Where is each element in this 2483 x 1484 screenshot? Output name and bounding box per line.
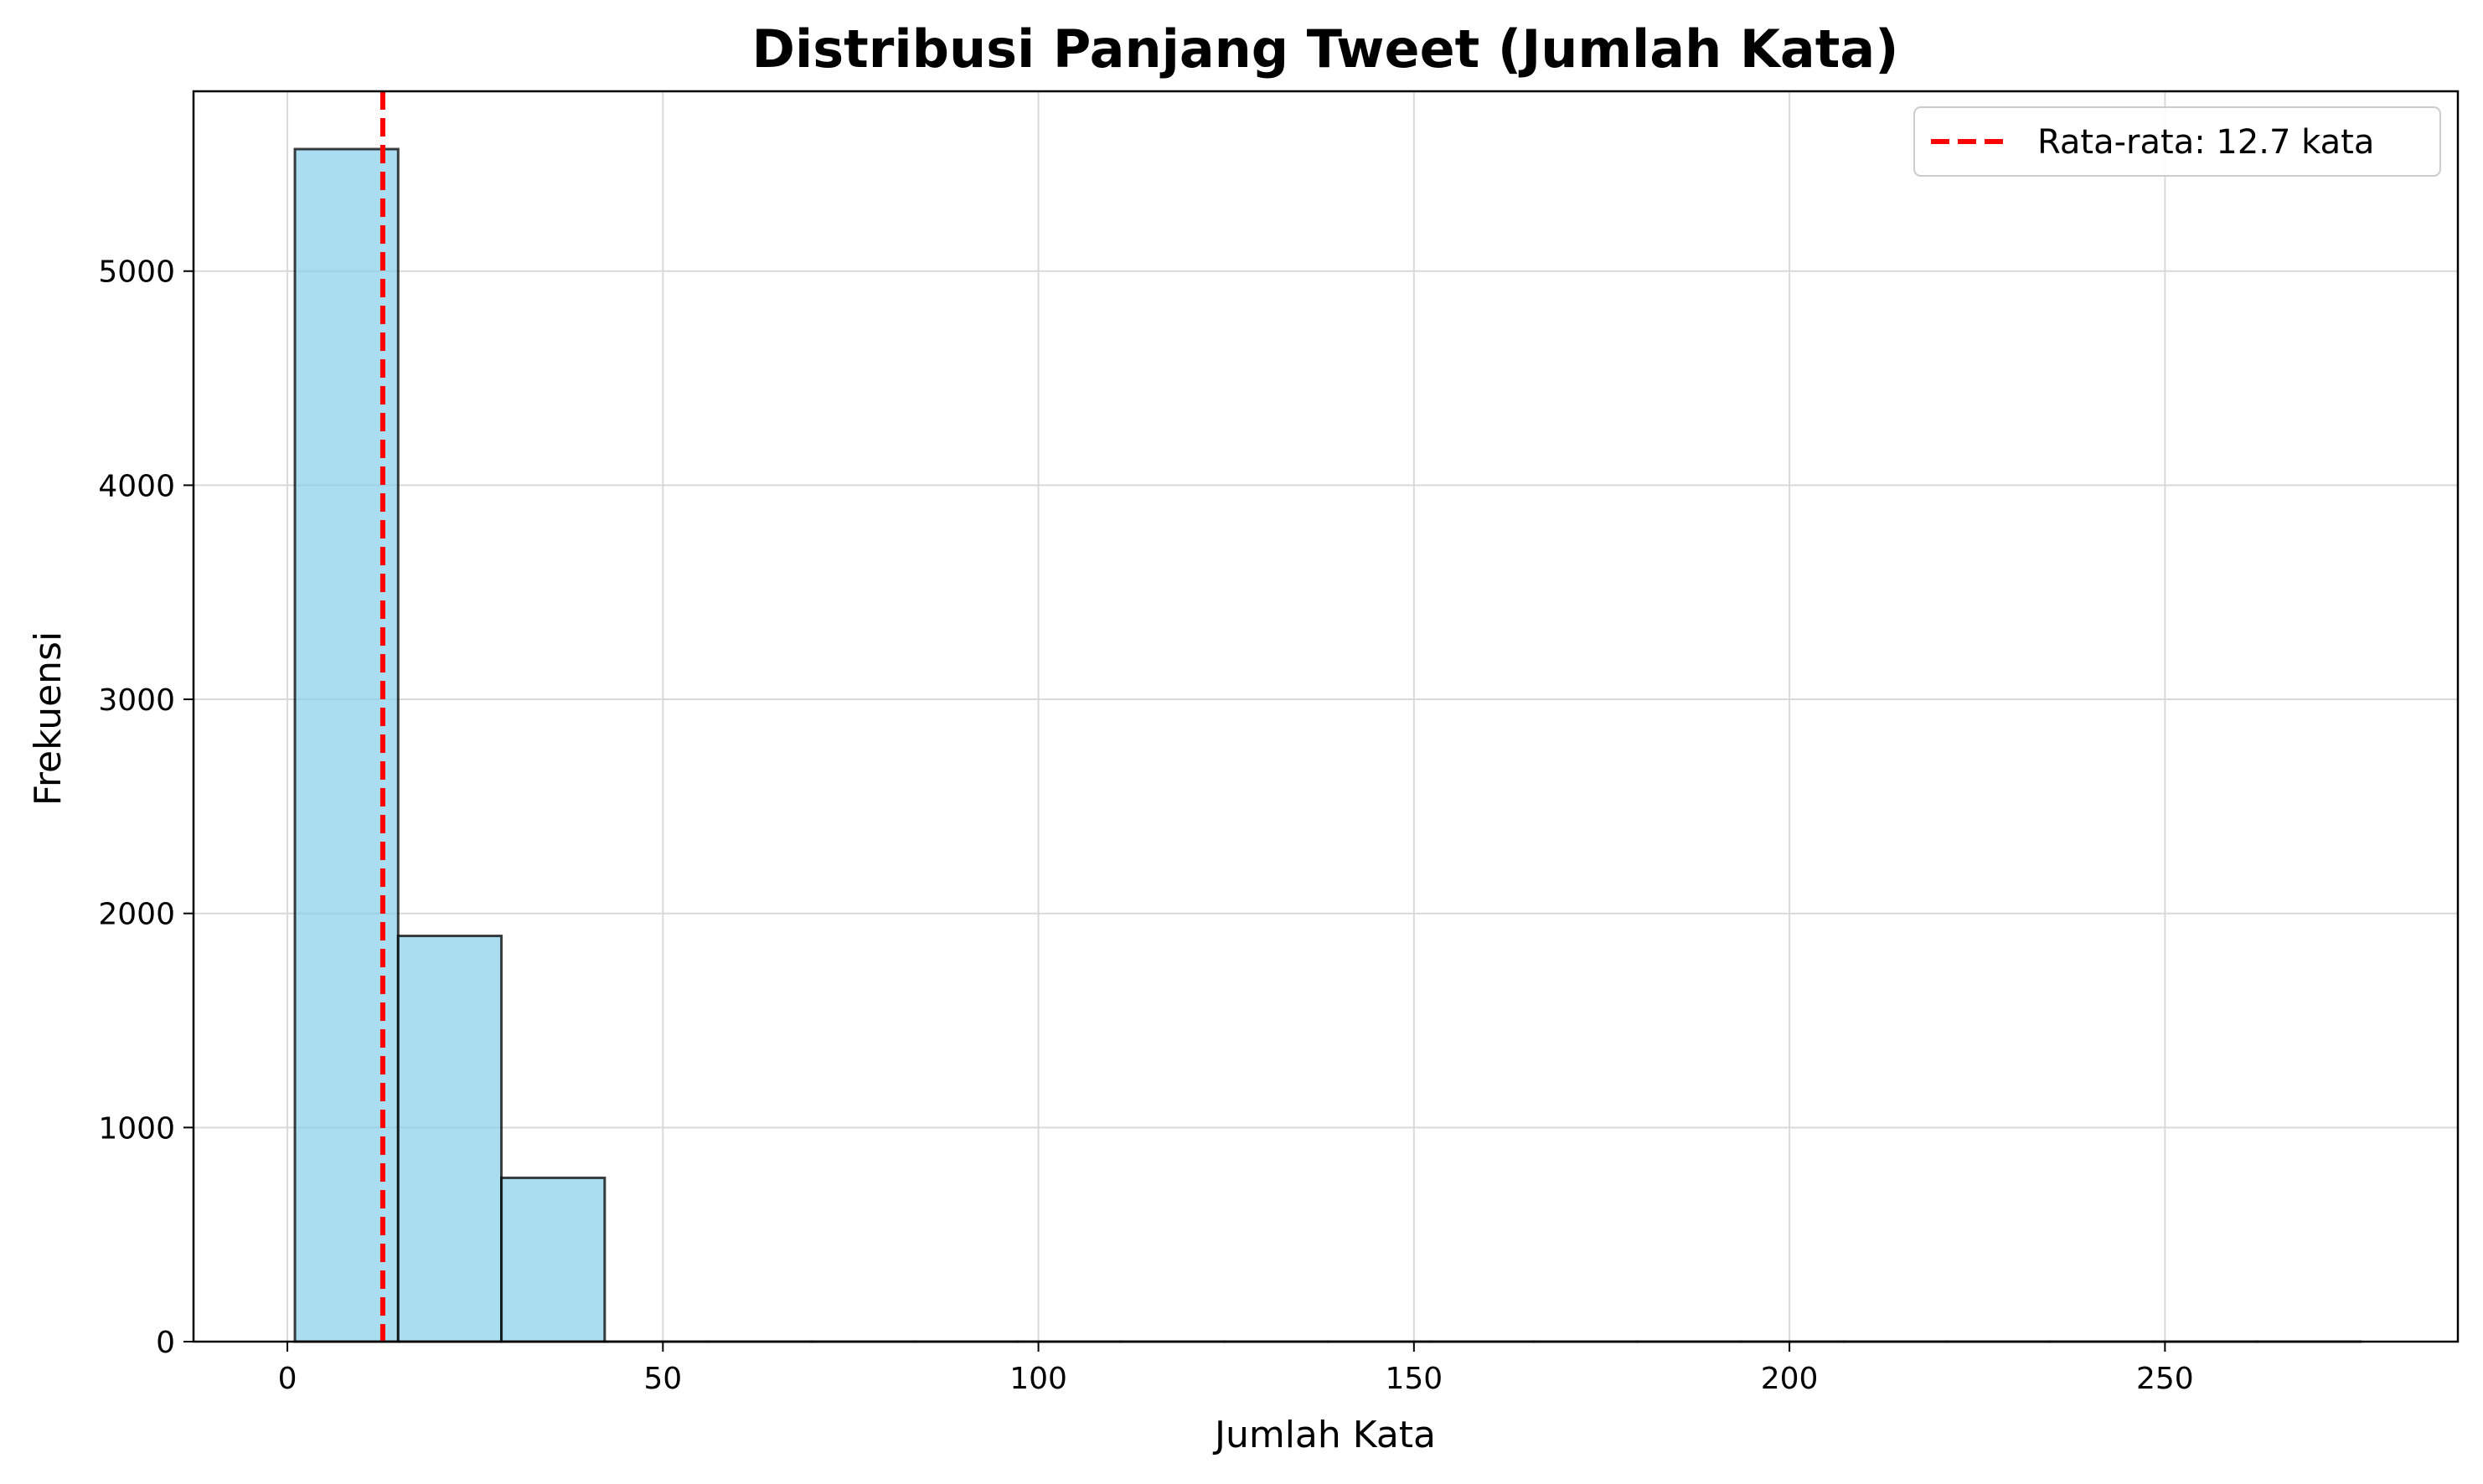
y-tick-label: 4000	[98, 469, 175, 503]
x-tick-label: 250	[2136, 1362, 2194, 1396]
x-tick-label: 200	[1761, 1362, 1819, 1396]
x-tick-label: 0	[278, 1362, 297, 1396]
y-tick-label: 1000	[98, 1111, 175, 1146]
x-axis-title: Jumlah Kata	[1212, 1414, 1436, 1456]
y-tick-label: 5000	[98, 255, 175, 290]
legend-label-mean: Rata-rata: 12.7 kata	[2037, 123, 2374, 162]
histogram-bar	[398, 936, 501, 1342]
y-tick-label: 0	[156, 1326, 175, 1360]
chart-title: Distribusi Panjang Tweet (Jumlah Kata)	[751, 18, 1898, 80]
histogram-bar	[502, 1177, 605, 1342]
y-axis-title: Frekuensi	[27, 631, 70, 806]
x-tick-label: 150	[1385, 1362, 1443, 1396]
y-tick-label: 3000	[98, 683, 175, 718]
y-tick-label: 2000	[98, 898, 175, 932]
x-tick-label: 50	[643, 1362, 682, 1396]
x-tick-label: 100	[1009, 1362, 1067, 1396]
legend: Rata-rata: 12.7 kata	[1914, 107, 2440, 176]
